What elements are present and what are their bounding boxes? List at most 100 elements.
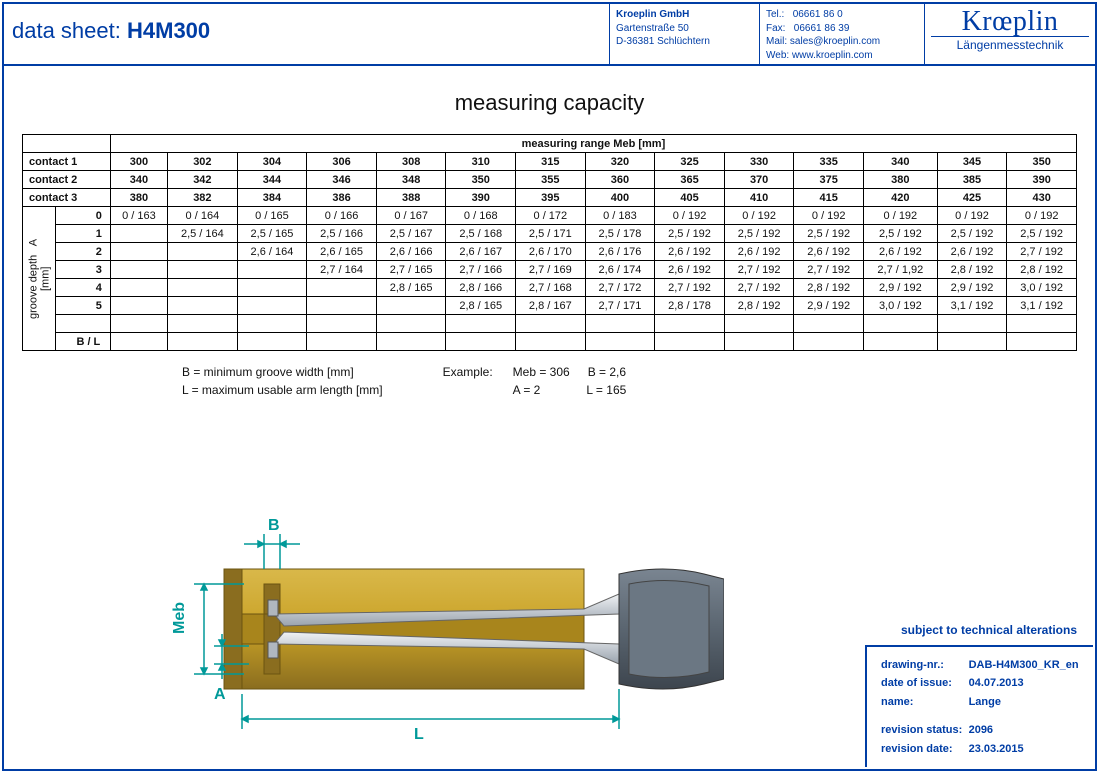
dim-label-a: A [214,686,226,703]
bl-cell-8 [655,333,725,351]
col-contact1-3: 306 [307,153,377,171]
cell-5-3 [307,297,377,315]
cell-4-9: 2,7 / 192 [724,279,794,297]
cell-6-8 [655,315,725,333]
fax-label: Fax: [766,23,785,34]
cell-3-6: 2,7 / 169 [516,261,586,279]
cell-1-5: 2,5 / 168 [446,225,516,243]
cell-0-0: 0 / 163 [110,207,167,225]
cell-6-4 [376,315,446,333]
col-contact1-10: 335 [794,153,864,171]
cell-3-10: 2,7 / 192 [794,261,864,279]
cell-4-0 [110,279,167,297]
cell-1-4: 2,5 / 167 [376,225,446,243]
header: data sheet: H4M300 Kroeplin GmbH Gartens… [4,4,1095,66]
depth-label-2: 2 [56,243,111,261]
cell-3-1 [168,261,238,279]
disclaimer: subject to technical alterations [901,623,1077,637]
cell-6-1 [168,315,238,333]
cell-3-4: 2,7 / 165 [376,261,446,279]
cell-3-13: 2,8 / 192 [1007,261,1077,279]
cell-4-5: 2,8 / 166 [446,279,516,297]
fax-value: 06661 86 39 [794,23,850,34]
cell-6-7 [585,315,655,333]
dim-label-l: L [414,726,424,743]
cell-4-4: 2,8 / 165 [376,279,446,297]
cell-6-3 [307,315,377,333]
col-contact3-2: 384 [237,189,307,207]
col-contact2-9: 370 [724,171,794,189]
cell-1-13: 2,5 / 192 [1007,225,1077,243]
col-contact1-9: 330 [724,153,794,171]
cell-4-7: 2,7 / 172 [585,279,655,297]
tel-label: Tel.: [766,9,784,20]
col-contact3-0: 380 [110,189,167,207]
bl-label: B / L [67,333,110,351]
cell-3-2 [237,261,307,279]
cell-6-0 [110,315,167,333]
col-contact2-7: 360 [585,171,655,189]
bl-cell-13 [1007,333,1077,351]
section-title: measuring capacity [22,90,1077,116]
cell-5-1 [168,297,238,315]
cell-5-0 [110,297,167,315]
col-contact3-11: 420 [864,189,938,207]
cell-3-7: 2,6 / 174 [585,261,655,279]
row-label-c2: contact 2 [23,171,111,189]
page-frame: data sheet: H4M300 Kroeplin GmbH Gartens… [2,2,1097,771]
cell-6-9 [724,315,794,333]
cell-1-12: 2,5 / 192 [937,225,1007,243]
cell-5-11: 3,0 / 192 [864,297,938,315]
row-label-c1: contact 1 [23,153,111,171]
col-contact2-3: 346 [307,171,377,189]
cell-0-1: 0 / 164 [168,207,238,225]
col-contact3-1: 382 [168,189,238,207]
rev-status-label: revision status: [879,722,965,739]
bl-cell-5 [446,333,516,351]
bl-cell-12 [937,333,1007,351]
col-contact3-4: 388 [376,189,446,207]
legend-example-values: Meb = 306 B = 2,6 A = 2 L = 165 [513,363,627,399]
name-label: name: [879,694,965,711]
cell-2-4: 2,6 / 166 [376,243,446,261]
cell-0-7: 0 / 183 [585,207,655,225]
col-contact3-10: 415 [794,189,864,207]
cell-3-3: 2,7 / 164 [307,261,377,279]
cell-0-12: 0 / 192 [937,207,1007,225]
drawing-nr-label: drawing-nr.: [879,657,965,674]
cell-3-0 [110,261,167,279]
company-address: Kroeplin GmbH Gartenstraße 50 D-36381 Sc… [610,4,760,64]
company-contact: Tel.: 06661 86 0 Fax: 06661 86 39 Mail: … [760,4,925,64]
cell-1-2: 2,5 / 165 [237,225,307,243]
logo-text: Krœplin [931,6,1089,38]
cell-0-11: 0 / 192 [864,207,938,225]
col-contact2-10: 375 [794,171,864,189]
legend: B = minimum groove width [mm] L = maximu… [182,363,1077,399]
cell-5-6: 2,8 / 167 [516,297,586,315]
cell-4-12: 2,9 / 192 [937,279,1007,297]
cell-2-8: 2,6 / 192 [655,243,725,261]
mail-value: sales@kroeplin.com [790,36,880,47]
rev-status-value: 2096 [967,722,1081,739]
cell-0-2: 0 / 165 [237,207,307,225]
dim-label-meb: Meb [171,602,188,634]
cell-5-5: 2,8 / 165 [446,297,516,315]
col-contact1-4: 308 [376,153,446,171]
col-contact1-12: 345 [937,153,1007,171]
rev-date-label: revision date: [879,741,965,758]
issue-date-label: date of issue: [879,675,965,692]
cell-6-5 [446,315,516,333]
cell-5-10: 2,9 / 192 [794,297,864,315]
cell-5-9: 2,8 / 192 [724,297,794,315]
title-label: data sheet: [12,18,121,43]
cell-2-10: 2,6 / 192 [794,243,864,261]
row-label-c3: contact 3 [23,189,111,207]
col-contact2-12: 385 [937,171,1007,189]
col-contact2-6: 355 [516,171,586,189]
cell-1-10: 2,5 / 192 [794,225,864,243]
col-contact1-13: 350 [1007,153,1077,171]
col-contact1-1: 302 [168,153,238,171]
cell-0-9: 0 / 192 [724,207,794,225]
depth-label-5: 5 [56,297,111,315]
cell-0-10: 0 / 192 [794,207,864,225]
